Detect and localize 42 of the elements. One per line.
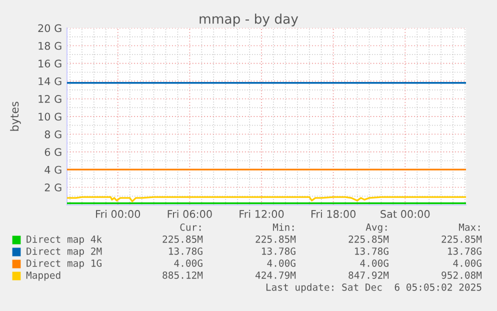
text: 4.00G (360, 259, 388, 267)
text: 225.85M (348, 235, 389, 243)
x-tick-label: Sat 00:00 (380, 210, 430, 218)
y-tick-label: 16 G (38, 60, 62, 68)
text: 4.00G (453, 259, 482, 267)
text: 424.79M (256, 271, 296, 279)
y-tick-label: 14 G (38, 77, 62, 86)
y-tick-label: 18 G (38, 42, 62, 50)
y-tick-label: 12 G (38, 95, 62, 103)
y-tick-label: 20 G (38, 24, 62, 32)
text: Cur: (180, 223, 201, 231)
text: 4.00G (174, 259, 202, 267)
text: 847.92M (348, 271, 389, 279)
text: 13.78G (262, 247, 296, 255)
text: Min: (272, 223, 294, 231)
text: 4.00G (267, 259, 296, 267)
text: 885.12M (162, 271, 203, 279)
y-tick-label: 6 G (44, 148, 62, 156)
text: 225.85M (162, 235, 203, 243)
x-tick-label: Fri 18:00 (311, 210, 356, 218)
y-tick-label: 4 G (44, 166, 62, 174)
legend-label: Direct map 4k (26, 235, 102, 245)
text: 952.08M (442, 271, 482, 279)
legend-label: Mapped (26, 271, 60, 281)
text: 13.78G (169, 247, 202, 255)
text: 225.85M (256, 235, 296, 243)
x-tick-label: Fri 12:00 (240, 210, 284, 218)
x-tick-label: Fri 00:00 (96, 210, 140, 218)
text: 225.85M (442, 235, 482, 243)
y-axis-title: bytes (10, 102, 21, 131)
text: Max: (458, 224, 480, 231)
y-tick-label: 10 G (38, 112, 62, 121)
text: Avg: (366, 224, 387, 233)
legend-label: Direct map 1G (26, 259, 102, 269)
y-tick-label: 8 G (44, 130, 62, 138)
y-tick-label: 2 G (44, 184, 62, 192)
text: Last update: Sat Dec 6 05:05:02 2025 (266, 283, 482, 293)
x-tick-label: Fri 06:00 (168, 210, 212, 218)
text: 13.78G (355, 247, 388, 255)
text: 13.78G (448, 247, 482, 255)
legend-label: Direct map 2M (26, 247, 102, 257)
chart-title: mmap - by day (200, 14, 298, 26)
